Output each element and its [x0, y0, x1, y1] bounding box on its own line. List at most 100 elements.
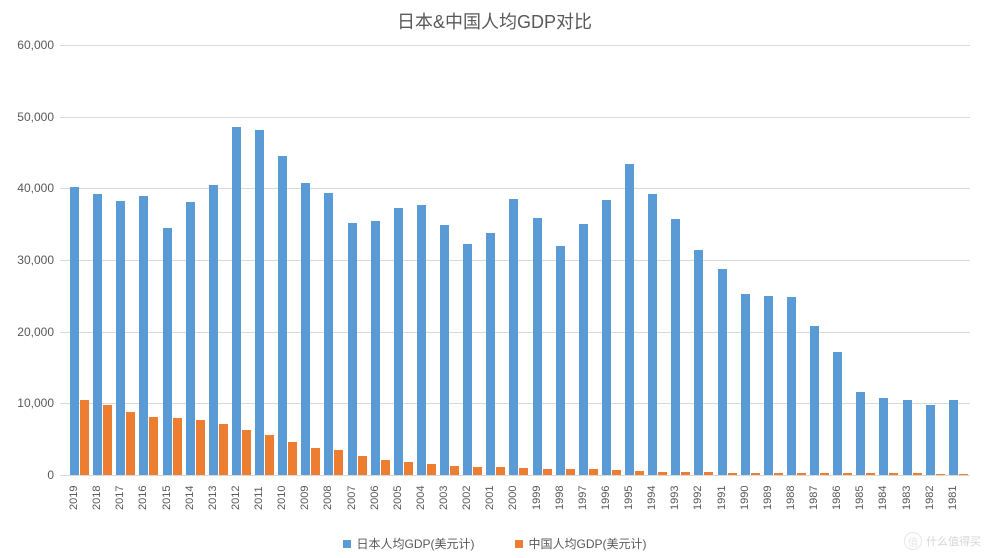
x-tick-label: 1984: [877, 480, 900, 516]
x-tick-label: 2012: [230, 480, 253, 516]
y-tick-label: 40,000: [4, 181, 54, 195]
bar-group: [68, 45, 91, 475]
bar-china: [519, 468, 528, 475]
y-tick-label: 10,000: [4, 396, 54, 410]
bar-japan: [232, 127, 241, 475]
bar-china: [496, 467, 505, 475]
bar-japan: [648, 194, 657, 475]
bar-group: [577, 45, 600, 475]
bar-japan: [417, 205, 426, 475]
bar-group: [137, 45, 160, 475]
x-tick-label: 1986: [831, 480, 854, 516]
bar-japan: [787, 297, 796, 475]
plot-area: [60, 45, 970, 475]
bar-japan: [741, 294, 750, 475]
x-tick-label: 1995: [623, 480, 646, 516]
bar-japan: [440, 225, 449, 475]
bar-group: [854, 45, 877, 475]
bar-japan: [718, 269, 727, 475]
x-tick-label: 1983: [901, 480, 924, 516]
x-tick-label: 1993: [669, 480, 692, 516]
y-tick-label: 0: [4, 468, 54, 482]
legend-label-japan: 日本人均GDP(美元计): [357, 535, 475, 552]
bar-group: [669, 45, 692, 475]
x-tick-label: 1990: [739, 480, 762, 516]
x-tick-label: 1991: [716, 480, 739, 516]
bar-group: [762, 45, 785, 475]
bar-japan: [486, 233, 495, 475]
y-tick-label: 50,000: [4, 110, 54, 124]
bar-group: [299, 45, 322, 475]
bar-japan: [764, 296, 773, 475]
bar-japan: [856, 392, 865, 475]
bar-group: [739, 45, 762, 475]
bar-china: [196, 420, 205, 475]
bar-group: [438, 45, 461, 475]
bar-japan: [255, 130, 264, 475]
bar-japan: [949, 400, 958, 475]
x-tick-label: 1996: [600, 480, 623, 516]
bar-japan: [926, 405, 935, 475]
bar-japan: [348, 223, 357, 475]
bar-japan: [70, 187, 79, 475]
bar-group: [947, 45, 970, 475]
bar-china: [913, 473, 922, 475]
x-tick-label: 2000: [507, 480, 530, 516]
x-tick-label: 2008: [322, 480, 345, 516]
x-tick-label: 1992: [692, 480, 715, 516]
bar-china: [543, 469, 552, 475]
bar-group: [716, 45, 739, 475]
bar-japan: [625, 164, 634, 475]
watermark: 值 什么值得买: [904, 532, 981, 550]
bar-china: [404, 462, 413, 475]
bar-china: [288, 442, 297, 475]
bar-group: [369, 45, 392, 475]
x-tick-label: 1989: [762, 480, 785, 516]
bar-china: [566, 469, 575, 475]
x-tick-label: 2001: [484, 480, 507, 516]
bar-china: [149, 417, 158, 475]
bar-japan: [186, 202, 195, 475]
bar-china: [219, 424, 228, 475]
bar-china: [473, 467, 482, 475]
bar-japan: [371, 221, 380, 475]
bar-china: [635, 471, 644, 475]
bar-china: [797, 473, 806, 475]
bar-japan: [463, 244, 472, 475]
x-tick-label: 1994: [646, 480, 669, 516]
bar-china: [728, 473, 737, 476]
bar-china: [751, 473, 760, 475]
bar-china: [612, 470, 621, 475]
bar-china: [589, 469, 598, 475]
x-tick-label: 1987: [808, 480, 831, 516]
bar-china: [126, 412, 135, 475]
legend-swatch-japan: [343, 540, 351, 548]
bar-group: [692, 45, 715, 475]
bar-group: [114, 45, 137, 475]
bar-group: [184, 45, 207, 475]
bars-area: [60, 45, 970, 475]
x-tick-label: 2017: [114, 480, 137, 516]
bar-japan: [394, 208, 403, 475]
grid-line: [60, 475, 970, 476]
bar-group: [507, 45, 530, 475]
bar-china: [704, 472, 713, 475]
x-axis-labels: 2019201820172016201520142013201220112010…: [60, 480, 970, 516]
x-tick-label: 2005: [392, 480, 415, 516]
x-tick-label: 2015: [161, 480, 184, 516]
bar-china: [936, 474, 945, 475]
x-tick-label: 2006: [369, 480, 392, 516]
bar-china: [889, 473, 898, 475]
x-tick-label: 1998: [554, 480, 577, 516]
bar-group: [91, 45, 114, 475]
chart-title: 日本&中国人均GDP对比: [0, 0, 989, 38]
bar-japan: [324, 193, 333, 475]
x-tick-label: 2002: [461, 480, 484, 516]
bar-group: [161, 45, 184, 475]
bar-china: [173, 418, 182, 475]
bar-group: [924, 45, 947, 475]
x-tick-label: 2019: [68, 480, 91, 516]
legend-swatch-china: [515, 540, 523, 548]
legend-item-japan: 日本人均GDP(美元计): [343, 535, 475, 552]
bar-japan: [93, 194, 102, 475]
